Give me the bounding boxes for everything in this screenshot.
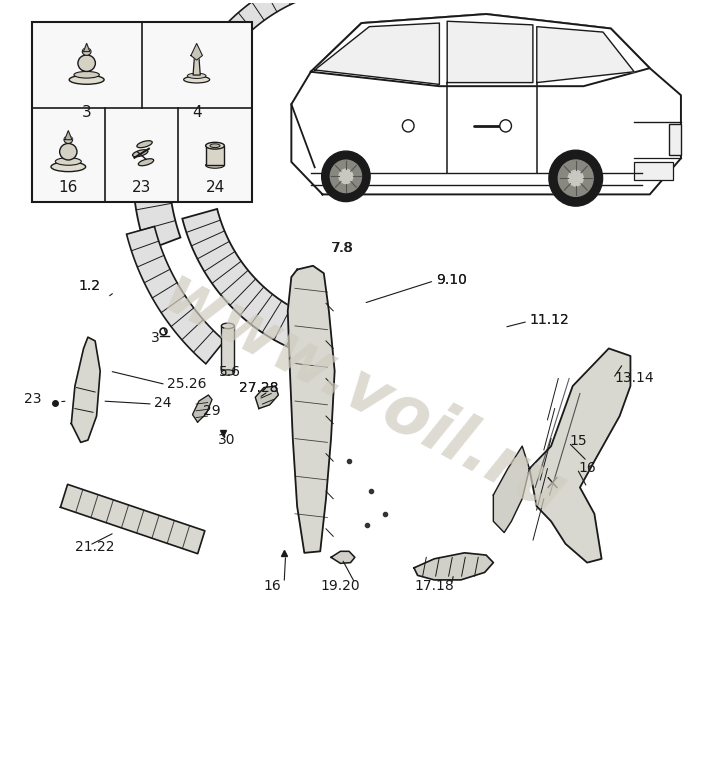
Polygon shape	[126, 226, 225, 364]
Text: www.voil.ru: www.voil.ru	[151, 261, 576, 529]
Polygon shape	[447, 21, 533, 83]
Text: 27.28: 27.28	[238, 381, 278, 395]
Polygon shape	[292, 14, 681, 195]
Ellipse shape	[184, 76, 209, 83]
Polygon shape	[193, 395, 212, 422]
Ellipse shape	[206, 142, 225, 149]
Bar	[32, 21, 252, 202]
Bar	[670, 124, 681, 154]
Text: 29: 29	[204, 403, 221, 418]
Text: 7.8: 7.8	[331, 241, 353, 255]
Text: 11.12: 11.12	[529, 313, 569, 327]
Text: 3: 3	[151, 332, 160, 345]
Bar	[206, 145, 225, 165]
Polygon shape	[60, 484, 205, 553]
Ellipse shape	[51, 162, 86, 172]
Ellipse shape	[210, 144, 220, 148]
Polygon shape	[84, 43, 90, 51]
Polygon shape	[132, 67, 187, 251]
Text: 16: 16	[263, 579, 281, 593]
Text: 1.2: 1.2	[79, 279, 100, 293]
Text: 19.20: 19.20	[321, 579, 360, 593]
Text: 24: 24	[154, 396, 172, 410]
Polygon shape	[255, 386, 278, 409]
Bar	[634, 162, 673, 180]
Text: 13.14: 13.14	[614, 370, 654, 385]
Text: 17.18: 17.18	[414, 579, 454, 593]
Circle shape	[339, 169, 353, 184]
Polygon shape	[182, 209, 312, 352]
Circle shape	[402, 120, 414, 132]
Polygon shape	[315, 23, 439, 84]
Polygon shape	[414, 553, 494, 580]
Circle shape	[499, 120, 512, 132]
Polygon shape	[65, 131, 72, 140]
Polygon shape	[331, 551, 355, 563]
Text: 16: 16	[579, 461, 596, 475]
Circle shape	[330, 160, 361, 192]
Text: 3: 3	[81, 105, 92, 120]
Ellipse shape	[82, 48, 91, 55]
Circle shape	[549, 150, 603, 206]
Ellipse shape	[188, 73, 206, 79]
Text: 24: 24	[206, 179, 225, 195]
Text: 25.26: 25.26	[167, 376, 206, 391]
Text: 23: 23	[132, 179, 151, 195]
Text: 30: 30	[218, 433, 236, 447]
Ellipse shape	[222, 323, 234, 329]
Text: 4: 4	[192, 105, 201, 120]
Ellipse shape	[69, 75, 104, 84]
Text: 1.2: 1.2	[79, 279, 100, 293]
Text: 5.6: 5.6	[220, 365, 241, 379]
Text: 9.10: 9.10	[435, 273, 467, 287]
Ellipse shape	[55, 157, 81, 165]
Text: 23: 23	[25, 392, 42, 407]
Ellipse shape	[60, 143, 77, 160]
Polygon shape	[191, 43, 202, 60]
Ellipse shape	[132, 150, 148, 157]
Polygon shape	[214, 0, 305, 52]
Circle shape	[569, 170, 583, 186]
Ellipse shape	[78, 55, 95, 71]
Ellipse shape	[138, 159, 153, 166]
Polygon shape	[193, 55, 200, 75]
Polygon shape	[494, 446, 529, 532]
Polygon shape	[71, 337, 100, 442]
Polygon shape	[537, 26, 634, 83]
Text: 21.22: 21.22	[75, 540, 114, 554]
Ellipse shape	[64, 136, 73, 143]
Text: 15: 15	[570, 434, 587, 447]
Polygon shape	[288, 266, 334, 553]
Ellipse shape	[206, 162, 225, 168]
Ellipse shape	[74, 71, 100, 78]
Ellipse shape	[137, 141, 152, 148]
Text: 7.8: 7.8	[332, 241, 354, 255]
Polygon shape	[311, 14, 650, 86]
Ellipse shape	[222, 369, 234, 375]
Polygon shape	[529, 348, 630, 562]
Text: 16: 16	[59, 179, 78, 195]
Text: 9.10: 9.10	[435, 273, 467, 287]
Circle shape	[558, 160, 593, 196]
Text: 11.12: 11.12	[529, 313, 569, 327]
Bar	[222, 326, 234, 372]
Circle shape	[321, 151, 370, 201]
Text: 27.28: 27.28	[238, 381, 278, 395]
